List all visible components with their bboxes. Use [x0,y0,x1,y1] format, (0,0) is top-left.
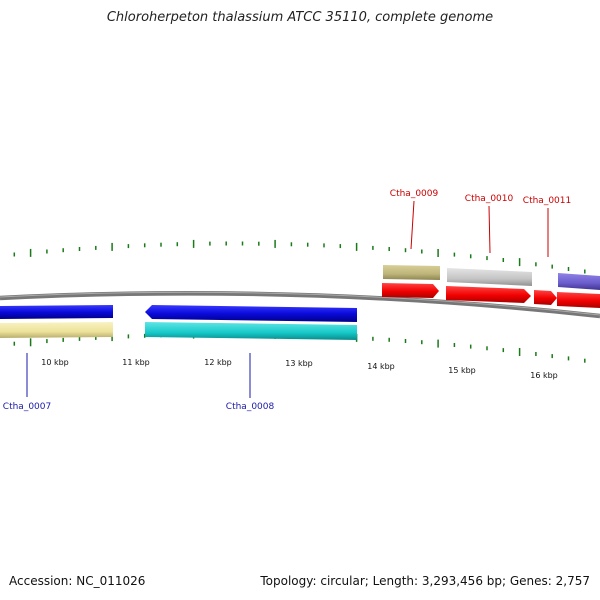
scale-label-10kbp: 10 kbp [41,358,69,367]
gene-ctha-0007[interactable] [0,305,113,319]
label-ctha-0007[interactable]: Ctha_0007 [3,402,51,412]
label-leader-lines [26,200,549,398]
genome-title: Chloroherpeton thalassium ATCC 35110, co… [106,10,494,25]
genome-summary-text: Topology: circular; Length: 3,293,456 bp… [260,574,590,588]
gene-ctha-0007-cog-band[interactable] [0,322,113,338]
upper-tick-marks [13,239,586,274]
label-ctha-0011[interactable]: Ctha_0011 [523,196,571,206]
gene-labels: Ctha_0007 Ctha_0008 Ctha_0009 Ctha_0010 … [3,189,571,412]
label-ctha-0010[interactable]: Ctha_0010 [465,194,514,204]
gene-ctha-0010[interactable] [446,286,531,303]
label-ctha-0008[interactable]: Ctha_0008 [226,402,275,412]
gene-ctha-0009-cog-band[interactable] [383,265,440,280]
genome-backbone [0,291,600,319]
forward-strand-features [382,265,600,308]
gene-ctha-0009[interactable] [382,283,439,298]
accession-text: Accession: NC_011026 [9,574,146,588]
scale-label-14kbp: 14 kbp [367,362,395,371]
scale-label-12kbp: 12 kbp [204,358,232,367]
reverse-strand-features [0,305,357,340]
scale-label-11kbp: 11 kbp [122,358,150,367]
label-ctha-0009[interactable]: Ctha_0009 [390,189,439,199]
gene-next-cog-band[interactable] [558,273,600,290]
gene-ctha-0011[interactable] [534,290,557,305]
genome-backbone-highlight [0,291,600,316]
scale-label-16kbp: 16 kbp [530,371,558,380]
gene-next[interactable] [557,292,600,308]
scale-label-15kbp: 15 kbp [448,366,476,375]
gene-ctha-0010-cog-band[interactable] [447,268,532,286]
scale-label-13kbp: 13 kbp [285,359,313,368]
gene-ctha-0008[interactable] [145,305,357,322]
leader-ctha-0010 [488,205,491,254]
leader-ctha-0009 [410,200,415,250]
gene-ctha-0008-cog-band[interactable] [145,322,357,340]
scale-labels: 10 kbp 11 kbp 12 kbp 13 kbp 14 kbp 15 kb… [41,358,558,380]
